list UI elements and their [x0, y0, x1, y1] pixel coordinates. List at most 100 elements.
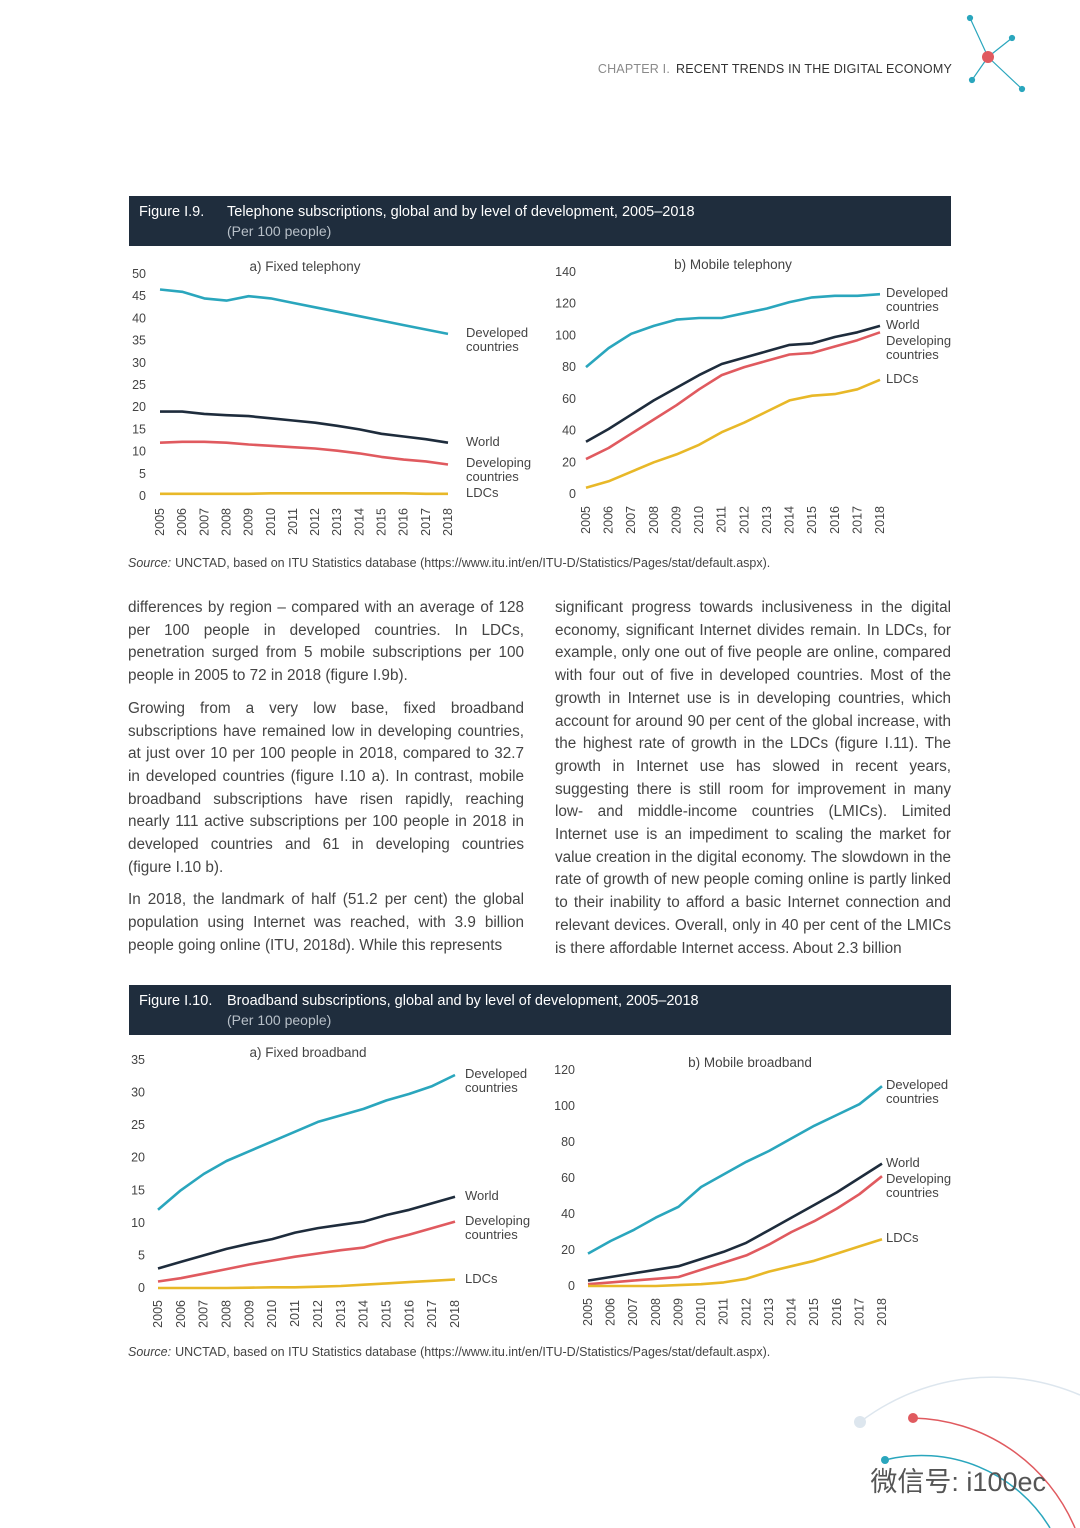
x-tick-label: 2012 — [737, 506, 751, 534]
x-tick-label: 2008 — [649, 1298, 663, 1326]
y-tick-label: 15 — [131, 1183, 145, 1197]
x-tick-label: 2017 — [850, 506, 864, 534]
y-tick-label: 100 — [555, 328, 576, 342]
chapter: CHAPTER I. — [597, 62, 670, 76]
series-label: Developing countries — [465, 1212, 531, 1242]
y-tick-label: 5 — [139, 467, 146, 481]
x-tick-label: 2008 — [220, 1300, 234, 1328]
chart-title: b) Mobile telephony — [674, 257, 792, 272]
y-tick-label: 50 — [132, 267, 146, 281]
series-line — [157, 1195, 456, 1270]
source-label: Source: — [128, 556, 172, 570]
series-label: Developing countries — [886, 1170, 952, 1200]
series-label: LDCs — [466, 485, 499, 501]
figure-header: Figure I.10. Broadband subscriptions, gl… — [129, 985, 951, 1035]
y-tick-label: 0 — [568, 1279, 575, 1293]
series-label: Developed countries — [465, 1065, 528, 1095]
x-tick-label: 2007 — [626, 1298, 640, 1326]
series-line — [585, 324, 881, 443]
x-tick-label: 2016 — [397, 508, 411, 536]
y-tick-label: 15 — [132, 422, 146, 436]
figure-number: Figure I.10. — [139, 993, 213, 1009]
x-tick-label: 2005 — [151, 1300, 165, 1328]
series-label: World — [886, 316, 920, 332]
x-tick-label: 2010 — [692, 506, 706, 534]
x-tick-label: 2008 — [219, 508, 233, 536]
series-label: Developed countries — [466, 324, 529, 354]
text-column: differences by region – compared with an… — [128, 597, 524, 968]
series-label: World — [886, 1154, 920, 1170]
y-tick-label: 20 — [132, 400, 146, 414]
x-tick-label: 2013 — [760, 506, 774, 534]
y-tick-label: 20 — [561, 1243, 575, 1257]
figure-source: Source: UNCTAD, based on ITU Statistics d… — [128, 556, 770, 570]
x-tick-label: 2012 — [311, 1300, 325, 1328]
figure-subtitle: (Per 100 people) — [227, 1012, 332, 1028]
series-line — [588, 1237, 883, 1288]
series-line — [160, 410, 449, 444]
figure-header: Figure I.9. Telephone subscriptions, glo… — [129, 196, 951, 246]
series-label: Developing countries — [886, 332, 952, 362]
x-tick-label: 2016 — [402, 1300, 416, 1328]
y-tick-label: 40 — [132, 311, 146, 325]
x-tick-label: 2005 — [153, 508, 167, 536]
paragraph: Growing from a very low base, fixed broa… — [128, 699, 524, 876]
paragraph: differences by region – compared with an… — [128, 599, 524, 685]
x-tick-label: 2013 — [334, 1300, 348, 1328]
chart-title: a) Fixed broadband — [249, 1045, 366, 1060]
source-label: Source: — [128, 1345, 172, 1359]
x-tick-label: 2013 — [762, 1298, 776, 1326]
series-label: World — [466, 433, 500, 449]
x-tick-label: 2014 — [352, 508, 366, 536]
x-tick-label: 2007 — [197, 508, 211, 536]
series-label: Developed countries — [886, 285, 949, 315]
x-tick-label: 2011 — [715, 506, 729, 533]
x-tick-label: 2011 — [288, 1300, 302, 1327]
x-tick-label: 2011 — [286, 508, 300, 535]
x-tick-label: 2007 — [197, 1300, 211, 1328]
x-tick-label: 2009 — [242, 1300, 256, 1328]
y-tick-label: 45 — [132, 289, 146, 303]
y-tick-label: 20 — [131, 1151, 145, 1165]
y-tick-label: 25 — [131, 1118, 145, 1132]
y-tick-label: 20 — [562, 455, 576, 469]
x-tick-label: 2014 — [785, 1298, 799, 1326]
x-tick-label: 2005 — [581, 1298, 595, 1326]
series-line — [159, 288, 449, 336]
header-icon — [966, 14, 1026, 93]
source-text: UNCTAD, based on ITU Statistics database… — [175, 556, 771, 570]
x-tick-label: 2016 — [830, 1298, 844, 1326]
y-tick-label: 35 — [132, 334, 146, 348]
x-tick-label: 2006 — [602, 506, 616, 534]
series-label: LDCs — [886, 370, 919, 386]
y-tick-label: 100 — [554, 1099, 575, 1113]
x-tick-label: 2010 — [694, 1298, 708, 1326]
x-tick-label: 2015 — [805, 506, 819, 534]
y-tick-label: 140 — [555, 265, 576, 279]
x-tick-label: 2015 — [807, 1298, 821, 1326]
paragraph: In 2018, the landmark of half (51.2 per … — [128, 891, 524, 954]
series-line — [585, 292, 881, 369]
y-tick-label: 120 — [554, 1063, 575, 1077]
x-tick-label: 2016 — [828, 506, 842, 534]
series-line — [157, 1220, 456, 1283]
x-tick-label: 2018 — [875, 1298, 889, 1326]
x-tick-label: 2018 — [873, 506, 887, 534]
series-label: LDCs — [465, 1270, 498, 1286]
y-tick-label: 0 — [139, 489, 146, 503]
source-text: UNCTAD, based on ITU Statistics database… — [175, 1345, 771, 1359]
y-tick-label: 25 — [132, 378, 146, 392]
series-line — [585, 378, 881, 489]
y-tick-label: 35 — [131, 1053, 145, 1067]
x-tick-label: 2015 — [379, 1300, 393, 1328]
figure-source: Source: UNCTAD, based on ITU Statistics d… — [128, 1345, 770, 1359]
x-tick-label: 2018 — [441, 508, 455, 536]
chart-title: b) Mobile broadband — [688, 1055, 812, 1070]
series-label: World — [465, 1187, 499, 1203]
x-tick-label: 2010 — [265, 1300, 279, 1328]
y-tick-label: 5 — [138, 1248, 145, 1262]
footer-decoration — [854, 1376, 1080, 1528]
series-line — [158, 1278, 456, 1290]
x-tick-label: 2012 — [739, 1298, 753, 1326]
